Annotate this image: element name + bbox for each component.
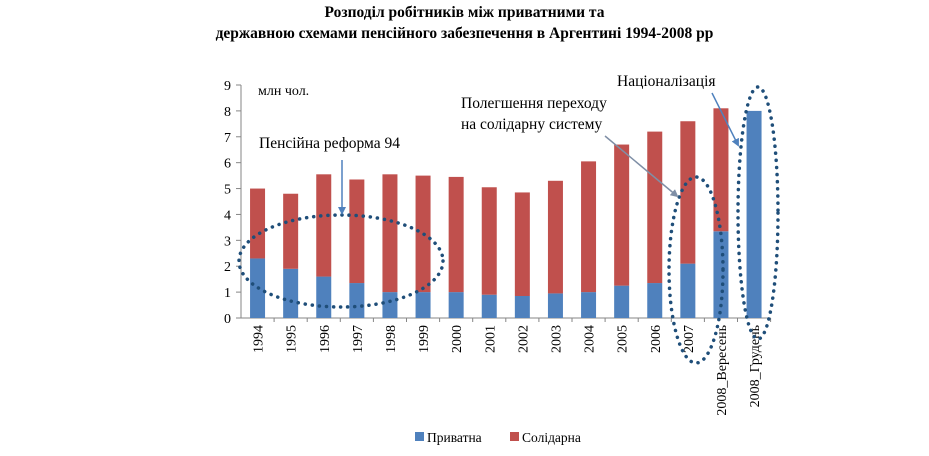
legend-label-solidarity: Солідарна (522, 430, 581, 445)
bar-solidarity-8 (514, 192, 530, 296)
chart-title-line-2: державною схемами пенсійного забезпеченн… (215, 25, 714, 42)
reform-94-ellipse (237, 213, 445, 309)
y-tick-label: 1 (224, 286, 231, 301)
bar-solidarity-10 (581, 161, 597, 293)
bar-private-11 (614, 285, 630, 318)
x-tick-label: 2001 (483, 325, 498, 353)
bar-solidarity-11 (614, 144, 630, 286)
y-tick-label: 0 (224, 312, 231, 327)
bar-private-5 (415, 292, 431, 318)
x-tick-label: 2005 (616, 325, 631, 353)
nationalization-ellipse (736, 85, 780, 341)
annotation-transition-line-2: на солідарну систему (461, 116, 602, 133)
x-tick-label: 1999 (417, 325, 432, 353)
bar-private-7 (481, 294, 497, 318)
annotation-reform-94: Пенсійна реформа 94 (259, 135, 400, 152)
annotation-nationalization: Націоналізація (617, 73, 716, 90)
bar-solidarity-13 (680, 121, 696, 264)
x-tick-label: 1994 (252, 325, 267, 353)
x-tick-label: 2007 (682, 325, 697, 353)
bar-private-3 (349, 283, 365, 318)
bar-solidarity-0 (250, 188, 266, 259)
bar-solidarity-14 (713, 108, 729, 232)
y-tick-label: 4 (224, 208, 231, 223)
x-tick-label: 2000 (450, 325, 465, 353)
bar-private-15 (746, 110, 762, 318)
bar-solidarity-6 (448, 176, 464, 293)
axis-layer: 0 1 2 3 4 5 6 7 8 9 млн чол. 1994 1995 1996 1997 1998 19… (224, 79, 772, 416)
x-tick-label: 1995 (285, 325, 300, 353)
x-tick-label: 2003 (549, 325, 564, 353)
y-tick-label: 2 (224, 260, 231, 275)
transition-arrow (604, 135, 679, 198)
annotation-transition-line-1: Полегшення переходу (461, 95, 607, 112)
bar-private-2 (316, 276, 332, 318)
bar-private-13 (680, 263, 696, 318)
transition-ellipse (667, 175, 725, 365)
bar-solidarity-2 (316, 174, 332, 277)
y-tick-label: 8 (224, 105, 231, 120)
bar-private-10 (581, 292, 597, 318)
chart-title: Розподіл робітників між приватними та де… (0, 2, 929, 44)
legend-label-private: Приватна (427, 430, 482, 445)
x-tick-label: 1996 (318, 325, 333, 353)
bar-private-14 (713, 231, 729, 318)
y-tick-label: 9 (224, 79, 231, 94)
chart-title-line-1: Розподіл робітників між приватними та (324, 4, 605, 21)
nationalization-arrow (711, 92, 739, 147)
bar-private-6 (448, 292, 464, 318)
y-tick-label: 5 (224, 183, 231, 198)
x-tick-label: 2004 (583, 325, 598, 353)
legend: Приватна Солідарна (415, 430, 581, 445)
x-tick-label: 2006 (649, 325, 664, 353)
bar-solidarity-3 (349, 179, 365, 284)
bar-private-4 (382, 292, 398, 318)
y-axis-label: млн чол. (258, 84, 309, 99)
x-tick-label: 2008_Грудень (748, 325, 763, 407)
bars-layer (250, 108, 762, 318)
bar-solidarity-12 (647, 131, 663, 284)
y-tick-label: 6 (224, 157, 231, 172)
bar-solidarity-9 (547, 180, 563, 294)
bar-private-12 (647, 283, 663, 318)
bar-solidarity-4 (382, 174, 398, 293)
bar-solidarity-7 (481, 187, 497, 295)
legend-swatch-solidarity (510, 432, 519, 441)
x-tick-label: 1997 (351, 325, 366, 353)
y-tick-label: 3 (224, 234, 231, 249)
bar-private-1 (283, 268, 299, 318)
annotations-layer: Пенсійна реформа 94 Полегшення переходу на… (237, 73, 780, 365)
bar-private-8 (514, 295, 530, 318)
y-tick-label: 7 (224, 131, 231, 146)
x-tick-label: 2008_Вересень (715, 325, 730, 416)
x-tick-label: 2002 (516, 325, 531, 353)
legend-swatch-private (415, 432, 424, 441)
x-tick-label: 1998 (384, 325, 399, 353)
bar-private-9 (547, 293, 563, 318)
bar-solidarity-1 (283, 193, 299, 269)
